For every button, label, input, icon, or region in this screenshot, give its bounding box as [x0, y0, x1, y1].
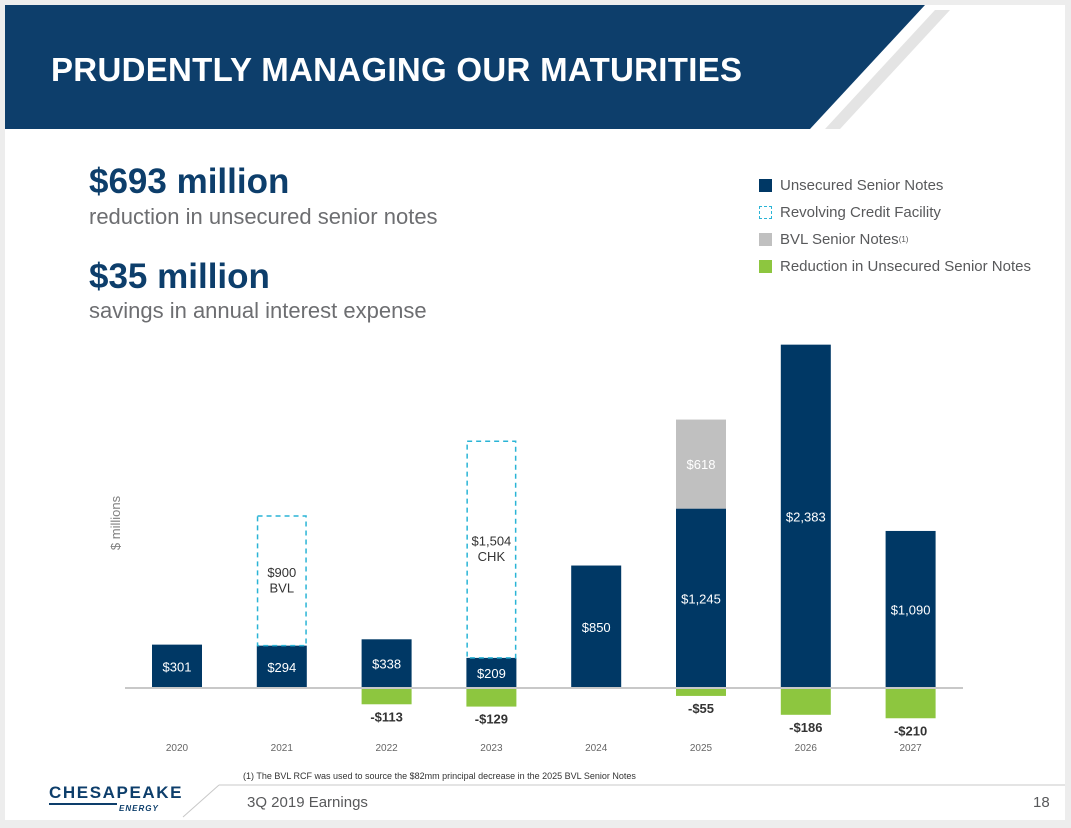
footer-divider — [182, 784, 1065, 818]
bar-reduction-2026 — [780, 688, 831, 715]
data-label-reduction-2025: -$55 — [688, 701, 714, 716]
bar-revolving-credit-2023 — [466, 440, 517, 659]
legend-footnote-marker: (1) — [898, 234, 909, 244]
data-label-unsecured-notes-2027: $1,090 — [891, 602, 931, 617]
x-tick-label-2023: 2023 — [480, 743, 503, 754]
bar-reduction-2025 — [676, 688, 726, 696]
legend-label-reduction: Reduction in Unsecured Senior Notes — [780, 257, 1031, 275]
maturities-bar-chart: $ millions $301 2020 $294 $900 BVL 2021 $338 -$1… — [108, 344, 963, 754]
bar-unsecured-notes-2024 — [571, 565, 622, 688]
logo-wordmark: CHESAPEAKE — [49, 783, 184, 802]
page-number: 18 — [1033, 794, 1050, 811]
x-tick-label-2026: 2026 — [795, 743, 818, 754]
legend-item-unsecured-notes: Unsecured Senior Notes — [759, 175, 943, 195]
data-label-reduction-2022: -$113 — [370, 709, 403, 724]
y-axis-label: $ millions — [108, 495, 123, 550]
legend-label-unsecured-notes: Unsecured Senior Notes — [780, 176, 944, 194]
bar-unsecured-notes-2027 — [885, 530, 936, 688]
data-label-reduction-2023: -$129 — [475, 712, 508, 727]
title-banner — [5, 5, 950, 129]
kpi-interest-savings-caption: savings in annual interest expense — [89, 298, 427, 323]
kpi-interest-savings-value: $35 million — [89, 257, 270, 296]
legend-item-bvl-notes: BVL Senior Notes (1) — [759, 229, 908, 249]
bar-reduction-2023 — [466, 688, 517, 707]
kpi-unsecured-reduction-caption: reduction in unsecured senior notes — [89, 204, 438, 229]
legend-item-reduction: Reduction in Unsecured Senior Notes — [759, 256, 1031, 276]
legend-swatch-unsecured-notes — [759, 178, 772, 192]
bar-reduction-2027 — [885, 688, 936, 719]
data-label-unsecured-notes-2023: $209 — [477, 666, 506, 681]
chesapeake-logo: CHESAPEAKE ENERGY — [49, 783, 181, 817]
bar-unsecured-notes-2022 — [361, 639, 412, 688]
footnote: (1) The BVL RCF was used to source the $… — [243, 771, 636, 781]
bar-unsecured-notes-2020 — [152, 644, 202, 688]
logo-underline — [49, 803, 117, 805]
legend-item-revolving-credit: Revolving Credit Facility — [759, 202, 941, 222]
x-tick-label-2027: 2027 — [899, 743, 922, 754]
x-tick-label-2022: 2022 — [375, 743, 398, 754]
bar-reduction-2022 — [361, 688, 412, 705]
bar-unsecured-notes-2023 — [466, 657, 517, 688]
x-tick-label-2020: 2020 — [166, 743, 189, 754]
logo-subtitle: ENERGY — [119, 804, 159, 813]
banner-accent-stripe — [825, 10, 950, 129]
data-label-unsecured-notes-2022: $338 — [372, 657, 401, 672]
x-tick-label-2025: 2025 — [690, 743, 713, 754]
data-label-reduction-2026: -$186 — [789, 720, 822, 735]
data-label-unsecured-notes-2024: $850 — [582, 620, 611, 635]
data-label-unsecured-notes-2021: $294 — [267, 660, 296, 675]
kpi-unsecured-reduction-value: $693 million — [89, 162, 290, 201]
data-label-unsecured-notes-2026: $2,383 — [786, 509, 826, 524]
legend-label-bvl-notes: BVL Senior Notes — [780, 230, 899, 248]
bar-unsecured-notes-2026 — [780, 344, 831, 688]
data-label-unsecured-notes-2025: $1,245 — [681, 591, 721, 606]
x-tick-label-2021: 2021 — [271, 743, 294, 754]
data-label-revolving-credit-2023: $1,504 CHK — [472, 534, 512, 565]
bar-unsecured-notes-2021 — [256, 645, 307, 688]
data-label-reduction-2027: -$210 — [894, 723, 927, 738]
legend-swatch-revolving-credit — [759, 205, 772, 219]
slide: PRUDENTLY MANAGING OUR MATURITIES $693 m… — [5, 5, 1065, 820]
legend-label-revolving-credit: Revolving Credit Facility — [780, 203, 941, 221]
banner-background — [5, 5, 925, 129]
bar-revolving-credit-2021 — [256, 515, 307, 647]
bar-unsecured-notes-2025 — [676, 508, 726, 688]
legend-swatch-bvl-notes — [759, 232, 772, 246]
page-title: PRUDENTLY MANAGING OUR MATURITIES — [51, 51, 743, 88]
data-label-bvl-notes-2025: $618 — [687, 457, 716, 472]
data-label-unsecured-notes-2020: $301 — [163, 659, 192, 674]
data-label-revolving-credit-2021: $900 BVL — [267, 565, 296, 596]
footer-event: 3Q 2019 Earnings — [247, 794, 368, 811]
bar-bvl-notes-2025 — [676, 419, 726, 509]
x-tick-label-2024: 2024 — [585, 743, 608, 754]
legend-swatch-reduction — [759, 259, 772, 273]
